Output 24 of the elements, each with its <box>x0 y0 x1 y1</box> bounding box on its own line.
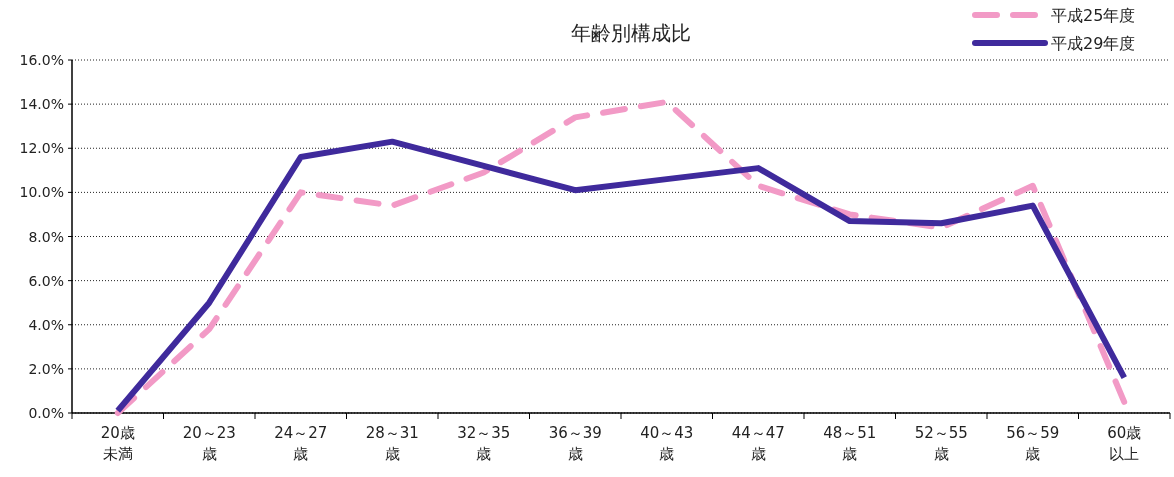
chart-title: 年齢別構成比 <box>571 21 691 45</box>
x-tick-label: 40～43歳 <box>640 424 694 463</box>
legend-label: 平成25年度 <box>1051 6 1136 25</box>
y-tick-label: 4.0% <box>28 316 64 333</box>
y-tick-label: 6.0% <box>28 272 64 289</box>
y-tick-label: 10.0% <box>19 184 64 201</box>
x-tick-label: 56～59歳 <box>1006 424 1060 463</box>
x-tick-label: 24～27歳 <box>274 424 328 463</box>
x-tick-label: 32～35歳 <box>457 424 511 463</box>
x-tick-label: 44～47歳 <box>731 424 785 463</box>
x-tick-label: 60歳以上 <box>1107 424 1142 463</box>
x-tick-label: 48～51歳 <box>823 424 877 463</box>
x-tick-label: 52～55歳 <box>914 424 968 463</box>
x-tick-label: 36～39歳 <box>548 424 602 463</box>
x-tick-label: 20～23歳 <box>182 424 236 463</box>
y-tick-label: 8.0% <box>28 228 64 245</box>
y-tick-label: 2.0% <box>28 360 64 377</box>
legend-label: 平成29年度 <box>1051 34 1136 53</box>
y-tick-label: 14.0% <box>19 96 64 113</box>
x-tick-label: 20歳未満 <box>100 424 135 463</box>
y-tick-label: 12.0% <box>19 140 64 157</box>
y-tick-label: 16.0% <box>19 52 64 68</box>
y-tick-label: 0.0% <box>28 405 64 421</box>
x-tick-label: 28～31歳 <box>365 424 419 463</box>
